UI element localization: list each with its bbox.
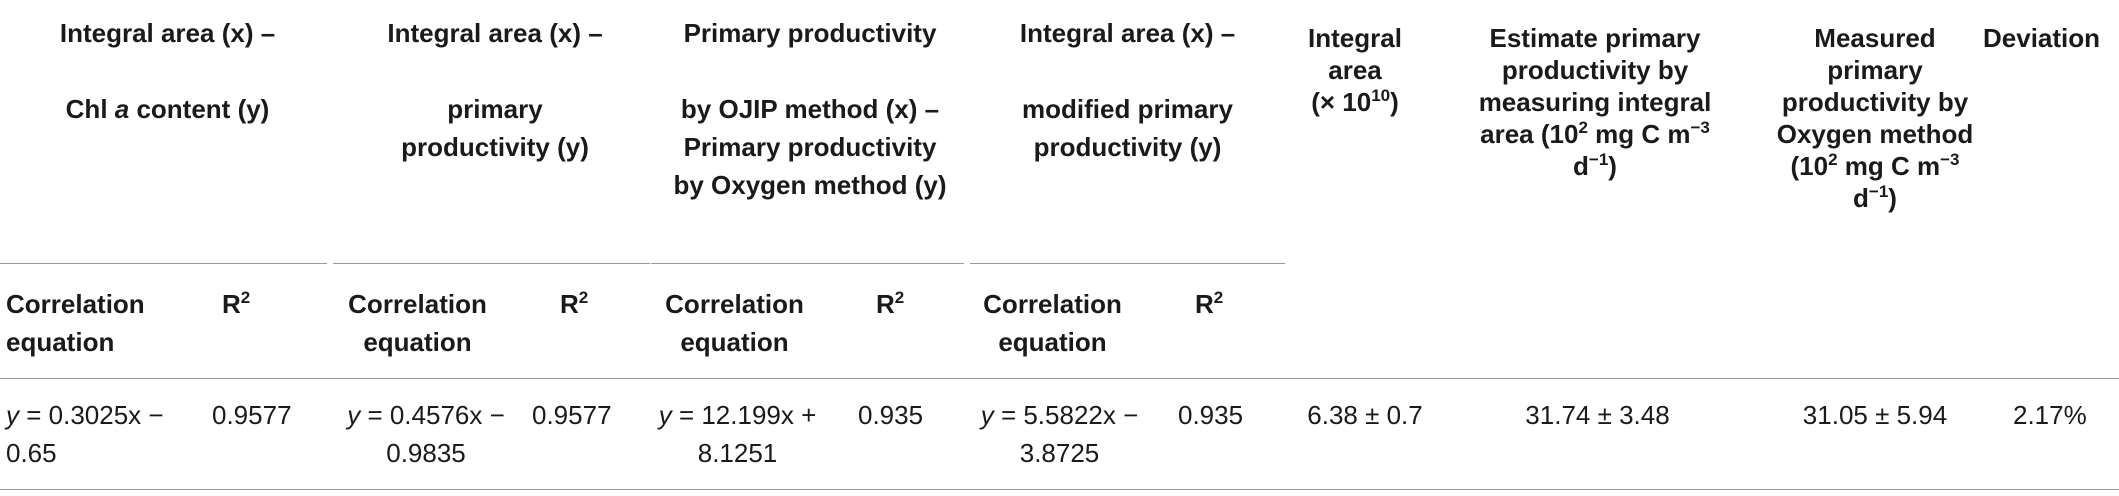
group-2-underline (333, 263, 650, 264)
cell-equation-4: y = 5.5822x − 3.8725 (980, 400, 1139, 468)
subheader-equation-3: Correlation equation (665, 289, 804, 357)
group-header-2-line-1: Integral area (x) – (387, 18, 603, 48)
cell-equation-3: y = 12.199x + 8.1251 (658, 400, 817, 468)
group-header-3: Primary productivity by OJIP method (x) … (655, 14, 965, 204)
group-header-2-line-3: primary (447, 94, 543, 124)
group-header-3-line-5: by Oxygen method (y) (673, 170, 947, 200)
subheader-equation-4: Correlation equation (983, 289, 1122, 357)
cell-r2-1: 0.9577 (212, 400, 292, 430)
measured-header: Measured primary productivity by Oxygen … (1776, 23, 1974, 213)
group-header-1-line-1: Integral area (x) – (59, 18, 276, 48)
subheader-equation-2: Correlation equation (348, 289, 487, 357)
subheader-r2-4: R2 (1195, 288, 1224, 319)
group-header-2: Integral area (x) – primary productivity… (335, 14, 655, 166)
group-header-1: Integral area (x) – Chl a content (y) (0, 14, 335, 128)
cell-deviation: 2.17% (2013, 400, 2087, 430)
integral-area-header: Integral area (× 1010) (1308, 23, 1402, 117)
cell-estimate: 31.74 ± 3.48 (1525, 400, 1670, 430)
cell-r2-3: 0.935 (858, 400, 924, 430)
subheader-equation-1: Correlation equation (6, 289, 145, 357)
group-header-2-line-4: productivity (y) (401, 132, 589, 162)
group-header-3-line-4: Primary productivity (683, 132, 937, 162)
subheader-r2-2: R2 (560, 288, 589, 319)
group-4-underline (970, 263, 1285, 264)
group-header-4-line-3: modified primary (1022, 94, 1233, 124)
estimate-header: Estimate primary productivity by measuri… (1478, 23, 1712, 181)
group-header-1-line-3: Chl a content (y) (65, 94, 270, 124)
cell-r2-2: 0.9577 (532, 400, 612, 430)
group-header-3-line-3: by OJIP method (x) – (680, 94, 940, 124)
subheader-r2-1: R2 (222, 288, 251, 319)
cell-equation-2: y = 0.4576x − 0.9835 (347, 400, 505, 468)
group-header-4-line-1: Integral area (x) – (1019, 18, 1236, 48)
cell-integral-area: 6.38 ± 0.7 (1307, 400, 1423, 430)
subheader-r2-3: R2 (876, 288, 905, 319)
group-3-underline (651, 263, 964, 264)
group-1-underline (0, 263, 327, 264)
group-header-4: Integral area (x) – modified primary pro… (965, 14, 1290, 166)
cell-r2-4: 0.935 (1178, 400, 1244, 430)
header-body-divider (0, 378, 2119, 379)
group-header-3-line-1: Primary productivity (683, 18, 937, 48)
cell-equation-1: y = 0.3025x − 0.65 (6, 400, 164, 468)
deviation-header: Deviation (1983, 23, 2101, 53)
cell-measured: 31.05 ± 5.94 (1802, 400, 1948, 430)
group-header-4-line-4: productivity (y) (1033, 132, 1222, 162)
table-bottom-rule (0, 489, 2119, 490)
